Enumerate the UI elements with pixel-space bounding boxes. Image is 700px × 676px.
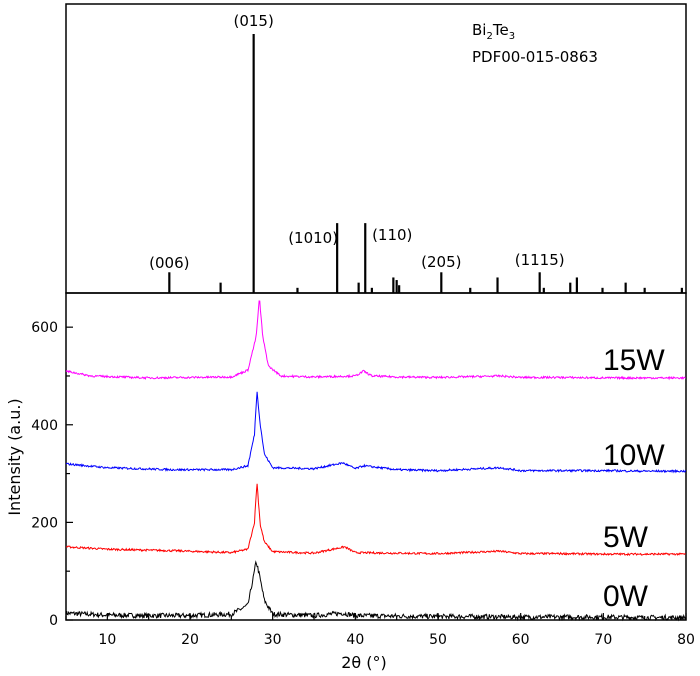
y-tick-label: 400 [31, 418, 58, 434]
series-line-15w [65, 300, 687, 381]
reference-bars [168, 34, 683, 293]
x-tick-label: 30 [264, 632, 282, 648]
x-tick-label: 10 [98, 632, 116, 648]
x-tick-label: 80 [677, 632, 695, 648]
reference-peak-label: (015) [233, 12, 273, 30]
x-tick-label: 70 [594, 632, 612, 648]
series-label-10w: 10W [603, 439, 665, 472]
xrd-series-labels: 0W 5W 10W 15W [603, 344, 665, 613]
x-tick-label: 50 [429, 632, 447, 648]
reference-peak-label: (006) [149, 254, 189, 272]
y-tick-label: 0 [49, 613, 58, 629]
y-tick-label: 600 [31, 320, 58, 336]
xrd-series [65, 300, 687, 622]
series-label-5w: 5W [603, 521, 649, 554]
reference-peak-label: (110) [372, 226, 412, 244]
reference-title-pdf: PDF00-015-0863 [472, 48, 598, 66]
series-line-5w [65, 483, 686, 557]
reference-title-compound: Bi2Te3 [472, 21, 515, 42]
reference-peak-label: (1115) [515, 251, 565, 269]
series-line-0w [65, 560, 687, 622]
x-tick-label: 60 [512, 632, 530, 648]
x-tick-label: 20 [181, 632, 199, 648]
xrd-axis-ticks: 10 20 30 40 50 60 70 80 0 200 400 600 [31, 320, 695, 648]
y-tick-label: 200 [31, 515, 58, 531]
series-label-15w: 15W [603, 344, 665, 377]
series-line-10w [65, 391, 687, 474]
reference-peak-label: (205) [421, 253, 461, 271]
x-tick-label: 40 [346, 632, 364, 648]
reference-peak-labels: (006) (015) (1010) (110) (205) (1115) [149, 12, 564, 272]
xrd-panel-frame [65, 292, 687, 621]
y-axis-title: Intensity (a.u.) [5, 398, 24, 515]
reference-peak-label: (1010) [288, 229, 338, 247]
x-axis-title: 2θ (°) [341, 653, 387, 672]
series-label-0w: 0W [603, 580, 649, 613]
